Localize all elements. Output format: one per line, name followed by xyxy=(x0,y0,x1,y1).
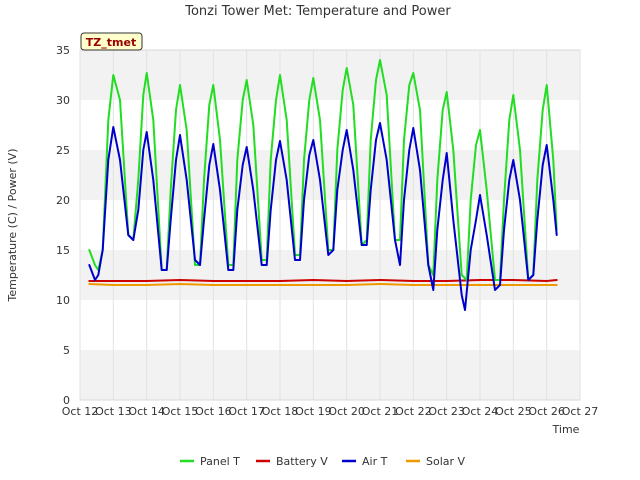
x-tick-label-12: Oct 12 xyxy=(62,405,99,418)
x-axis-label: Time xyxy=(552,423,580,436)
x-tick-label-14: Oct 14 xyxy=(128,405,165,418)
band-30-35 xyxy=(80,50,580,100)
site-tag-label: TZ_tmet xyxy=(86,36,136,49)
x-tick-label-19: Oct 19 xyxy=(295,405,332,418)
band-0-5 xyxy=(80,350,580,400)
x-tick-label-25: Oct 25 xyxy=(495,405,532,418)
x-tick-label-17: Oct 17 xyxy=(228,405,265,418)
x-tick-label-23: Oct 23 xyxy=(428,405,465,418)
y-tick-label-30: 30 xyxy=(56,94,70,107)
legend: Panel T Battery V Air T Solar V xyxy=(180,455,466,468)
site-tag: TZ_tmet xyxy=(80,32,143,51)
legend-item-solar-v: Solar V xyxy=(406,455,466,468)
legend-label: Solar V xyxy=(426,455,466,468)
y-tick-label-10: 10 xyxy=(56,294,70,307)
y-axis-label: Temperature (C) / Power (V) xyxy=(6,148,19,302)
y-tick-label-25: 25 xyxy=(56,144,70,157)
chart-title: Tonzi Tower Met: Temperature and Power xyxy=(184,4,451,19)
legend-item-battery-v: Battery V xyxy=(256,455,328,468)
series-lines xyxy=(88,59,558,311)
x-tick-label-21: Oct 21 xyxy=(362,405,399,418)
x-tick-label-15: Oct 15 xyxy=(162,405,199,418)
legend-item-panel-t: Panel T xyxy=(180,455,240,468)
band-25-30 xyxy=(80,100,580,150)
y-tick-label-20: 20 xyxy=(56,194,70,207)
background-bands xyxy=(79,49,581,401)
x-tick-label-26: Oct 26 xyxy=(528,405,565,418)
x-tick-label-24: Oct 24 xyxy=(462,405,499,418)
x-tick-label-22: Oct 22 xyxy=(395,405,432,418)
band-20-25 xyxy=(80,150,580,200)
series-line-solar-v xyxy=(88,283,558,286)
series-line-air-t xyxy=(88,122,558,311)
y-tick-label-15: 15 xyxy=(56,244,70,257)
legend-label: Air T xyxy=(362,455,388,468)
legend-label: Battery V xyxy=(276,455,328,468)
x-tick-label-20: Oct 20 xyxy=(328,405,365,418)
x-tick-label-18: Oct 18 xyxy=(262,405,299,418)
band-15-20 xyxy=(80,200,580,250)
y-tick-label-0: 0 xyxy=(63,394,70,407)
gridlines xyxy=(79,50,581,400)
legend-item-air-t: Air T xyxy=(342,455,388,468)
x-tick-label-13: Oct 13 xyxy=(95,405,132,418)
y-axis-ticks: 0 5 10 15 20 25 30 35 xyxy=(56,44,70,407)
band-5-10 xyxy=(80,300,580,350)
y-tick-label-5: 5 xyxy=(63,344,70,357)
y-tick-label-35: 35 xyxy=(56,44,70,57)
band-10-15 xyxy=(80,250,580,300)
legend-label: Panel T xyxy=(200,455,240,468)
series-line-battery-v xyxy=(88,279,558,282)
x-tick-label-16: Oct 16 xyxy=(195,405,232,418)
site-tag-box xyxy=(80,32,143,51)
x-tick-label-27: Oct 27 xyxy=(562,405,599,418)
